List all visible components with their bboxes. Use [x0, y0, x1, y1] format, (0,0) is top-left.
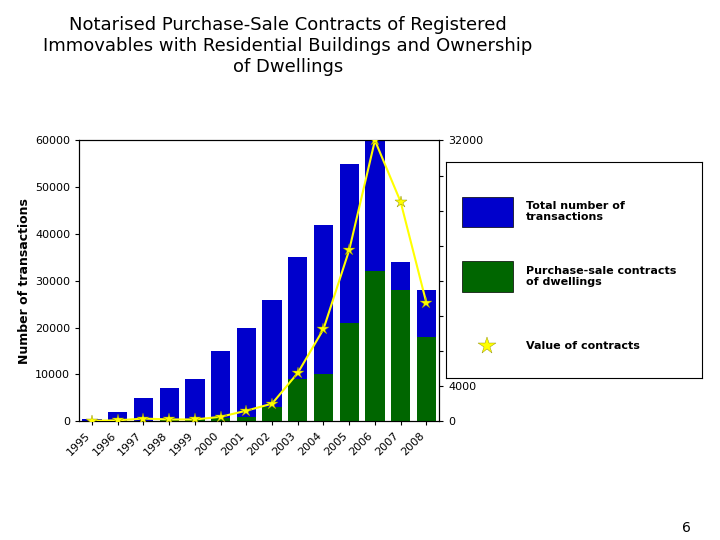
- Bar: [160, 420, 179, 421]
- Bar: [134, 398, 153, 421]
- Bar: [462, 261, 513, 292]
- Bar: [314, 225, 333, 421]
- Bar: [185, 379, 204, 421]
- Bar: [288, 379, 307, 421]
- Bar: [391, 290, 410, 421]
- Text: Total number of
transactions: Total number of transactions: [526, 201, 624, 222]
- Bar: [314, 374, 333, 421]
- Y-axis label: Number of transactions: Number of transactions: [18, 198, 31, 364]
- Bar: [462, 197, 513, 227]
- Bar: [365, 140, 384, 421]
- Text: Notarised Purchase-Sale Contracts of Registered
Immovables with Residential Buil: Notarised Purchase-Sale Contracts of Reg…: [43, 16, 533, 76]
- Bar: [185, 420, 204, 421]
- Bar: [211, 351, 230, 421]
- Bar: [237, 328, 256, 421]
- Bar: [82, 419, 102, 421]
- Bar: [237, 416, 256, 421]
- Bar: [417, 290, 436, 421]
- Bar: [108, 412, 127, 421]
- Text: Purchase-sale contracts
of dwellings: Purchase-sale contracts of dwellings: [526, 266, 676, 287]
- Bar: [340, 323, 359, 421]
- Text: 6: 6: [683, 521, 691, 535]
- Bar: [365, 272, 384, 421]
- Bar: [262, 407, 282, 421]
- Bar: [340, 164, 359, 421]
- Y-axis label: Value of contracts
(mln EEK): Value of contracts (mln EEK): [553, 217, 581, 345]
- Text: Value of contracts: Value of contracts: [526, 341, 639, 350]
- Bar: [417, 337, 436, 421]
- Bar: [262, 300, 282, 421]
- Bar: [288, 258, 307, 421]
- Bar: [160, 388, 179, 421]
- Bar: [391, 262, 410, 421]
- Bar: [211, 418, 230, 421]
